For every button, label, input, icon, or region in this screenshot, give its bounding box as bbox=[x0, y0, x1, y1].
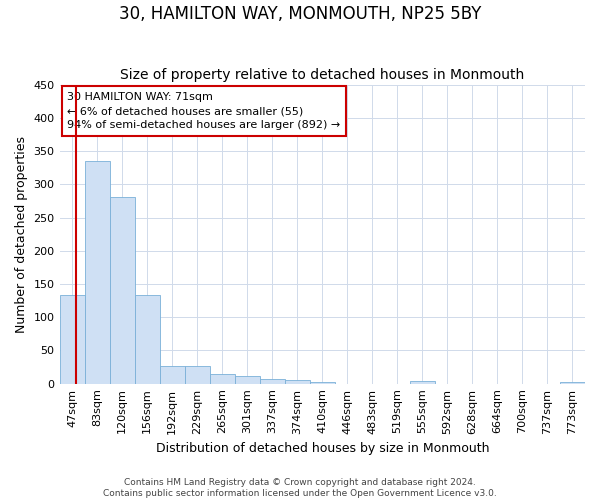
Text: 30, HAMILTON WAY, MONMOUTH, NP25 5BY: 30, HAMILTON WAY, MONMOUTH, NP25 5BY bbox=[119, 5, 481, 23]
Bar bbox=[110, 197, 134, 384]
Bar bbox=[285, 380, 310, 384]
Bar bbox=[410, 381, 435, 384]
X-axis label: Distribution of detached houses by size in Monmouth: Distribution of detached houses by size … bbox=[155, 442, 489, 455]
Bar bbox=[85, 161, 110, 384]
Bar bbox=[160, 366, 185, 384]
Text: Contains HM Land Registry data © Crown copyright and database right 2024.
Contai: Contains HM Land Registry data © Crown c… bbox=[103, 478, 497, 498]
Title: Size of property relative to detached houses in Monmouth: Size of property relative to detached ho… bbox=[120, 68, 524, 82]
Text: 30 HAMILTON WAY: 71sqm
← 6% of detached houses are smaller (55)
94% of semi-deta: 30 HAMILTON WAY: 71sqm ← 6% of detached … bbox=[67, 92, 341, 130]
Bar bbox=[59, 294, 85, 384]
Bar bbox=[560, 382, 585, 384]
Bar bbox=[209, 374, 235, 384]
Bar bbox=[260, 379, 285, 384]
Bar bbox=[235, 376, 260, 384]
Bar bbox=[134, 296, 160, 384]
Bar bbox=[185, 366, 209, 384]
Bar bbox=[310, 382, 335, 384]
Y-axis label: Number of detached properties: Number of detached properties bbox=[15, 136, 28, 332]
